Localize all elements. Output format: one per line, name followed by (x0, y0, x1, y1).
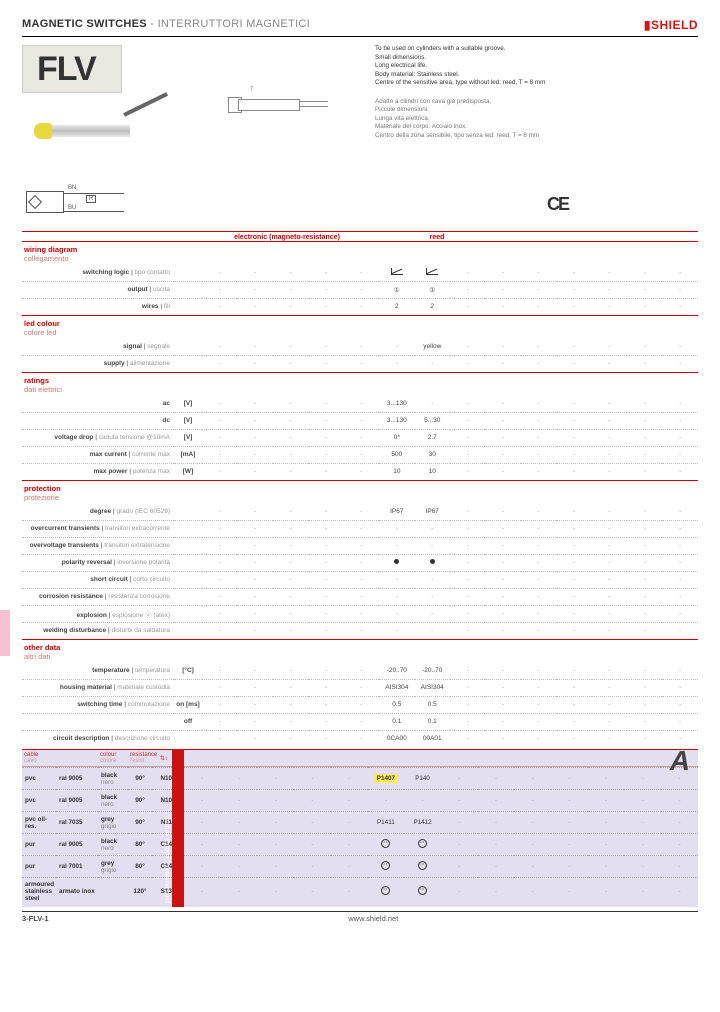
table-row: switching logic | tipo contatto---------… (22, 264, 698, 281)
column-headers: electronic (magneto-resistance) reed (22, 234, 698, 241)
cable-row: purral 7001greygrigio80°C144------------ (22, 856, 698, 878)
table-other: temperature | temperatura[°C]------20..7… (22, 662, 698, 747)
technical-drawing: T (216, 87, 336, 127)
side-index-tab (0, 610, 10, 656)
table-row: polarity reversal | inversione polarità-… (22, 554, 698, 571)
table-row: dc[V]-----3...1305...30------- (22, 412, 698, 429)
cable-row: pvc oil-res.ral 7035greygrigio90°N111---… (22, 812, 698, 834)
table-row: wires | fili-----22------- (22, 298, 698, 315)
description-it: Adatto a cilindri con cava già predispos… (375, 98, 698, 141)
table-row: degree | grado (IEC 60529)-----IP67IP67-… (22, 503, 698, 520)
page-footer: 3-FLV-1 www.shield.net (22, 911, 698, 923)
table-row: overcurrent transients | transitori extr… (22, 520, 698, 537)
table-row: switching time | commutazioneon [ms]----… (22, 696, 698, 713)
table-row: output | uscita-----①①------- (22, 281, 698, 298)
cable-row: purral 9005blacknero80°C145------------ (22, 834, 698, 856)
table-row: explosion | esplosione ⓔ (atex)---------… (22, 605, 698, 622)
table-row: off-----0.10.1------- (22, 713, 698, 730)
title-en: MAGNETIC SWITCHES (22, 18, 147, 30)
header-rule (22, 36, 698, 37)
cable-row: armoured stainless steelarmato inox120°S… (22, 878, 698, 906)
table-led: signal | segnale------yellow-------suppl… (22, 338, 698, 372)
section-letter: A (670, 745, 690, 777)
col-header-reed: reed (387, 234, 487, 241)
section-led: led colourcolore led (22, 315, 698, 338)
section-wiring: wiring diagramcollegamento (22, 241, 698, 264)
brand-logo: ▮SHIELD (644, 18, 698, 32)
footer-page-number: 3-FLV-1 (22, 914, 49, 923)
title-sep: - (150, 18, 157, 30)
cable-section: part number | codice ordine A cablecavo … (22, 749, 698, 907)
page-title: MAGNETIC SWITCHES - INTERRUTTORI MAGNETI… (22, 18, 310, 30)
section-protection: protectionprotezione (22, 480, 698, 503)
product-code: FLV (37, 50, 96, 89)
table-wiring: switching logic | tipo contatto---------… (22, 264, 698, 315)
cable-row: pvcral 9005blacknero90°N108-------------… (22, 790, 698, 812)
section-ratings: ratingsdati elettrici (22, 372, 698, 395)
footer-url: www.shield.net (348, 914, 398, 923)
table-ratings: ac[V]-----3...130--------dc[V]-----3...1… (22, 395, 698, 480)
table-row: supply | alimentazione-------------- (22, 355, 698, 372)
table-row: signal | segnale------yellow------- (22, 338, 698, 355)
product-photo (22, 99, 170, 169)
table-row: max current | corrente max[mA]-----50030… (22, 446, 698, 463)
table-row: housing material | materiale custodia---… (22, 679, 698, 696)
col-header-electronic: electronic (magneto-resistance) (187, 234, 387, 241)
table-row: overvoltage transients | transitori extr… (22, 537, 698, 554)
table-row: temperature | temperatura[°C]------20..7… (22, 662, 698, 679)
table-row: max power | potenza max[W]-----1010-----… (22, 463, 698, 480)
cable-row: pvcral 9005blacknero90°N107-----P1407P14… (22, 768, 698, 790)
ce-mark-icon: CE (547, 194, 568, 215)
table-row: circuit description | descrizione circui… (22, 730, 698, 747)
table-row: voltage drop | caduta tensione @10mA[V]-… (22, 429, 698, 446)
description-en: To be used on cylinders with a suitable … (375, 45, 698, 88)
category-rule (22, 231, 698, 232)
title-it: INTERRUTTORI MAGNETICI (158, 18, 310, 30)
product-code-box: FLV (22, 45, 122, 93)
section-other: other dataaltri dati (22, 639, 698, 662)
part-number-strip: part number | codice ordine (172, 749, 184, 907)
table-row: corrosion resistance | resistenza corros… (22, 588, 698, 605)
table-row: ac[V]-----3...130-------- (22, 395, 698, 412)
table-row: short circuit | corto circuito----------… (22, 571, 698, 588)
table-protection: degree | grado (IEC 60529)-----IP67IP67-… (22, 503, 698, 639)
wiring-schematic-icon: BN BU R (22, 181, 132, 227)
page-header: MAGNETIC SWITCHES - INTERRUTTORI MAGNETI… (22, 18, 698, 32)
table-row: welding disturbance | disturbi da saldat… (22, 622, 698, 639)
